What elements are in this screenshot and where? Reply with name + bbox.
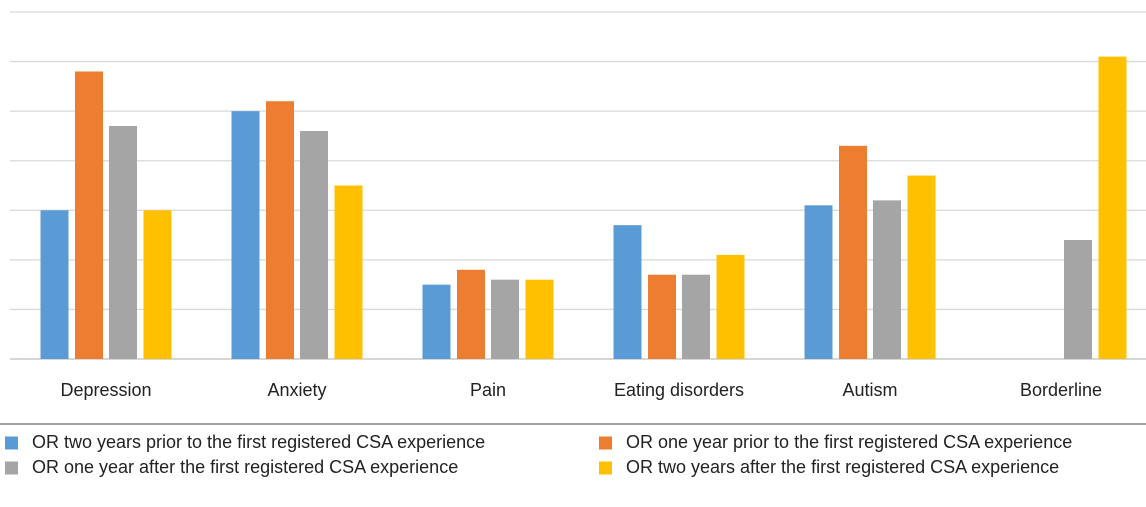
bar (422, 284, 451, 359)
bar (716, 254, 745, 359)
x-tick-label: Eating disorders (614, 380, 744, 400)
bar (143, 210, 172, 359)
x-tick-label: Borderline (1020, 380, 1102, 400)
bar (907, 175, 936, 359)
x-tick-label: Autism (842, 380, 897, 400)
bar (873, 200, 901, 359)
bar (266, 101, 294, 359)
legend-label: OR two years prior to the first register… (32, 432, 485, 452)
bar (40, 210, 69, 359)
bar (1064, 240, 1092, 359)
bar (839, 145, 867, 359)
x-tick-label: Depression (60, 380, 151, 400)
bar (682, 274, 710, 359)
bar (334, 185, 363, 359)
x-tick-label: Pain (470, 380, 506, 400)
bar (457, 269, 485, 359)
legend-label: OR two years after the first registered … (626, 457, 1059, 477)
bar (491, 279, 519, 359)
bar (75, 71, 103, 359)
legend-swatch (5, 436, 18, 450)
bar (648, 274, 676, 359)
bar (300, 130, 328, 359)
legend-label: OR one year after the first registered C… (32, 457, 458, 477)
legend-swatch (5, 461, 18, 475)
legend-swatch (599, 436, 612, 450)
legend-label: OR one year prior to the first registere… (626, 432, 1072, 452)
bar (231, 111, 260, 360)
legend-swatch (599, 461, 612, 475)
bar (525, 279, 554, 359)
bar (1098, 56, 1127, 359)
bar (109, 126, 137, 359)
bar (613, 225, 642, 359)
x-tick-label: Anxiety (267, 380, 326, 400)
bar (804, 205, 833, 359)
